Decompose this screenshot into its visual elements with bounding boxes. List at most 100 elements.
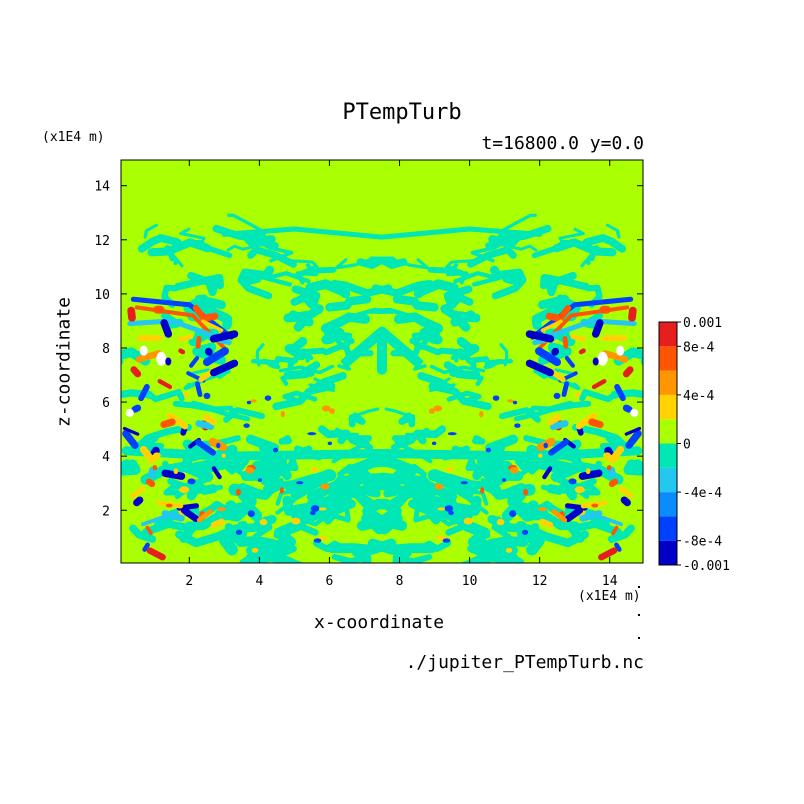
contour-blob — [446, 466, 453, 473]
contour-band — [561, 381, 570, 398]
contour-blob — [221, 453, 226, 458]
contour-band — [451, 388, 492, 411]
colorbar-label: 0.001 — [683, 316, 722, 331]
contour-band — [121, 459, 141, 476]
source-file-label: ./jupiter_PTempTurb.nc — [405, 652, 644, 673]
contour-band — [483, 358, 514, 370]
contour-band — [515, 521, 545, 556]
contour-blob — [480, 487, 485, 494]
contour-band — [542, 466, 553, 480]
contour-band — [278, 435, 292, 445]
y-tick-label: 2 — [102, 504, 110, 519]
contour-band — [491, 275, 525, 300]
contour-blob — [310, 505, 320, 512]
contour-band — [539, 518, 554, 528]
contour-band — [608, 478, 619, 488]
contour-band — [570, 334, 587, 342]
contour-blob — [156, 351, 167, 366]
x-tick-label: 8 — [396, 574, 404, 589]
contour-band — [399, 554, 433, 563]
contour-band — [203, 347, 229, 367]
x-axis-unit: (x1E4 m) — [578, 589, 641, 604]
colorbar-label: 0 — [683, 438, 691, 453]
contour-band — [146, 547, 166, 561]
contour-blob — [247, 510, 255, 517]
x-axis-ticks: 2 4 6 8 10 12 14 — [185, 160, 618, 589]
contour-band — [512, 501, 550, 522]
contour-band — [591, 319, 604, 338]
contour-blob — [509, 466, 519, 474]
contour-band — [539, 273, 590, 291]
contour-blob — [603, 452, 612, 459]
contour-band — [588, 245, 600, 262]
contour-blob — [616, 345, 625, 356]
contour-blob — [431, 441, 437, 446]
contour-band — [500, 243, 538, 252]
contour-band — [572, 423, 630, 451]
contour-blob — [574, 486, 585, 494]
contour-band — [558, 227, 585, 248]
contour-blob — [203, 392, 211, 400]
contour-band — [419, 539, 452, 553]
colorbar-swatch — [659, 322, 677, 347]
contour-blob — [165, 503, 173, 508]
contour-blob — [251, 547, 259, 553]
contour-blob — [553, 392, 561, 400]
colorbar-label: -8e-4 — [683, 535, 722, 550]
contour-band — [192, 304, 206, 320]
contour-band — [547, 413, 561, 426]
colorbar-swatch — [659, 419, 677, 444]
contour-band — [622, 366, 634, 378]
contour-band — [614, 383, 626, 402]
contour-band — [398, 412, 416, 428]
contour-band — [129, 524, 157, 543]
contour-band — [625, 429, 642, 449]
contour-band — [135, 350, 162, 363]
contour-band — [331, 554, 365, 563]
contour-band — [204, 347, 213, 356]
contour-band — [223, 407, 265, 423]
contour-blob — [447, 432, 457, 436]
contour-band — [130, 486, 146, 499]
contour-blob — [460, 481, 468, 485]
contour-band — [134, 423, 192, 451]
contour-band — [562, 336, 569, 349]
contour-band — [138, 383, 150, 402]
contour-blob — [250, 399, 257, 403]
contour-blob — [321, 405, 331, 412]
contour-blob — [264, 395, 272, 401]
contour-blob — [235, 488, 241, 496]
contour-band — [127, 306, 136, 322]
contour-blob — [444, 505, 454, 512]
contour-band — [492, 465, 522, 476]
contour-band — [209, 330, 239, 343]
contour-blob — [152, 465, 158, 471]
contour-blob — [442, 538, 451, 543]
contour-band — [597, 514, 623, 527]
contour-blob — [246, 400, 252, 405]
contour-band — [435, 470, 454, 486]
contour-band — [273, 520, 319, 539]
contour-band — [122, 429, 139, 449]
y-tick-label: 14 — [94, 180, 110, 195]
contour-blob — [217, 507, 227, 512]
contour-blob — [235, 529, 243, 535]
contour-blob — [428, 408, 435, 414]
contour-band — [291, 285, 323, 314]
contour-band — [312, 539, 345, 553]
contour-band — [377, 472, 458, 502]
contour-band — [544, 318, 637, 340]
contour-band — [475, 478, 504, 493]
contour-band — [127, 318, 220, 340]
contour-band — [306, 472, 387, 502]
contour-blob — [307, 432, 317, 436]
contour-blob — [152, 452, 161, 459]
contour-band — [540, 319, 563, 332]
contour-band — [161, 510, 185, 522]
contour-band — [413, 279, 459, 299]
x-axis-label: x-coordinate — [314, 612, 445, 633]
contour-blob — [329, 408, 336, 414]
contour-band — [280, 368, 313, 386]
contour-band — [227, 213, 265, 233]
contour-band — [305, 279, 351, 299]
